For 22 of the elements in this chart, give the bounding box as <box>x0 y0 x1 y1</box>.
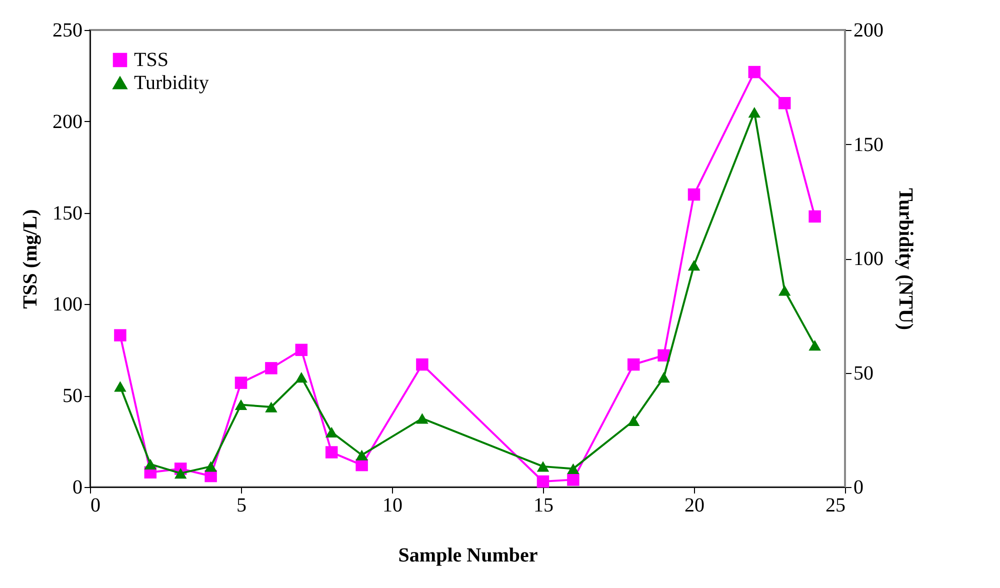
y2-tick-label: 50 <box>854 362 874 384</box>
legend-label: Turbidity <box>134 72 209 94</box>
x-tick-label: 10 <box>382 494 402 516</box>
y-tick-label: 250 <box>52 20 82 42</box>
legend-label: TSS <box>134 49 168 71</box>
x-axis-title: Sample Number <box>398 544 538 566</box>
x-tick-label: 5 <box>236 494 246 516</box>
y2-tick-label: 100 <box>854 248 884 270</box>
y-tick-label: 0 <box>72 476 82 498</box>
y2-tick-label: 150 <box>854 134 884 156</box>
y-tick-label: 150 <box>52 202 82 224</box>
y-tick-label: 100 <box>52 294 82 316</box>
x-tick-label: 15 <box>534 494 554 516</box>
x-tick-label: 25 <box>826 494 846 516</box>
y-axis-title: TSS (mg/L) <box>20 209 42 309</box>
x-tick-label: 0 <box>90 494 100 516</box>
y2-axis-title: Turbidity (NTU) <box>894 188 916 330</box>
y2-tick-label: 0 <box>854 476 864 498</box>
y2-tick-label: 200 <box>854 20 884 42</box>
y-tick-label: 200 <box>52 110 82 133</box>
x-tick-label: 20 <box>684 494 704 516</box>
y-tick-label: 50 <box>62 385 82 408</box>
